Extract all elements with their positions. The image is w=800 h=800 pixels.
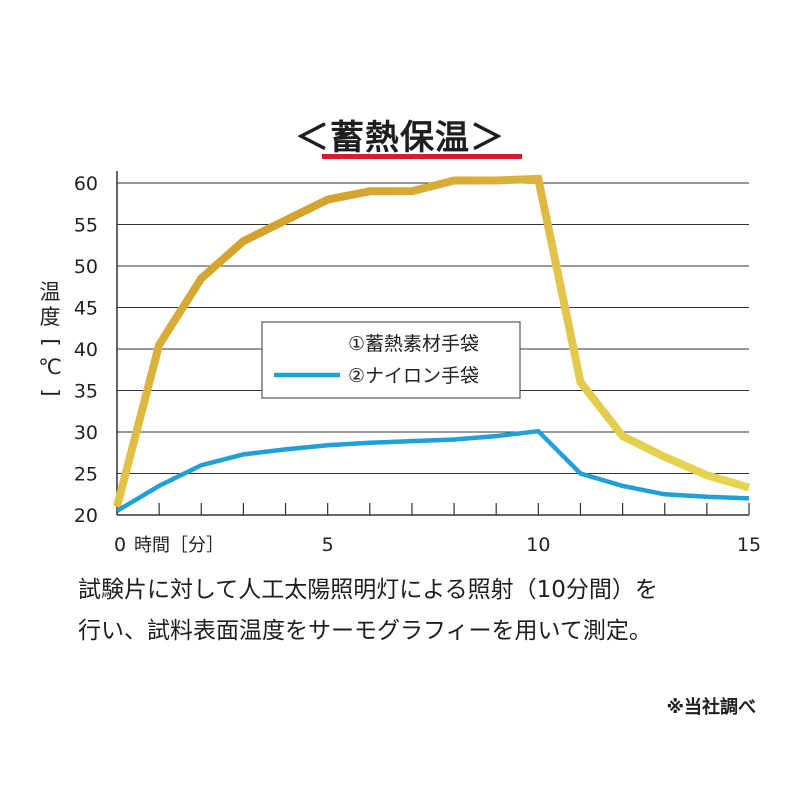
- y-tick-labels: 20 25 30 35 40 45 50 55 60: [74, 173, 98, 527]
- x-tick-label: 15: [737, 534, 761, 556]
- x-tick-label: 10: [526, 534, 550, 556]
- y-axis-label: 温 度 [ ℃ ]: [36, 280, 64, 405]
- y-label-char: 温: [39, 280, 61, 304]
- x-tick-labels: 0 5 10 15 時間［分］: [114, 534, 761, 556]
- y-tick-label: 40: [74, 339, 98, 361]
- x-axis-label: 時間［分］: [134, 535, 224, 556]
- x-tick-label: 5: [322, 534, 334, 556]
- legend: ①蓄熱素材手袋 ②ナイロン手袋: [261, 321, 521, 399]
- y-tick-label: 45: [74, 298, 98, 320]
- y-label-char: 度: [39, 305, 61, 329]
- y-tick-label: 50: [74, 256, 98, 278]
- y-label-char: ]: [38, 388, 63, 397]
- legend-box: [261, 321, 521, 399]
- y-tick-label: 35: [74, 381, 98, 403]
- caption-line-1: 試験片に対して人工太陽照明灯による照射（10分間）を: [78, 577, 658, 603]
- legend-label: ②ナイロン手袋: [348, 365, 479, 387]
- series-line-heat-storage: [113, 174, 751, 508]
- y-label-char: [: [38, 338, 63, 347]
- caption-line-2: 行い、試料表面温度をサーモグラフィーを用いて測定。: [78, 618, 652, 644]
- y-label-char: ℃: [38, 355, 62, 379]
- legend-label: ①蓄熱素材手袋: [348, 333, 479, 355]
- chart-title: ＜蓄熱保温＞: [295, 118, 505, 158]
- title-underline: [322, 154, 522, 159]
- x-tick-label: 0: [114, 534, 126, 556]
- y-tick-label: 30: [74, 422, 98, 444]
- series-lines: [113, 174, 751, 513]
- y-tick-label: 55: [74, 215, 98, 237]
- y-tick-label: 20: [74, 505, 98, 527]
- y-tick-label: 25: [74, 464, 98, 486]
- caption: 試験片に対して人工太陽照明灯による照射（10分間）を 行い、試料表面温度をサーモ…: [78, 570, 778, 652]
- axes: [116, 171, 750, 516]
- y-tick-label: 60: [74, 173, 98, 195]
- temperature-chart: 20 25 30 35 40 45 50 55 60 0 5 10 15 時間［分］ ①蓄熱素材手袋 ②ナ…: [74, 171, 761, 556]
- source-note: ※当社調べ: [666, 697, 757, 718]
- series-line-nylon: [115, 428, 750, 513]
